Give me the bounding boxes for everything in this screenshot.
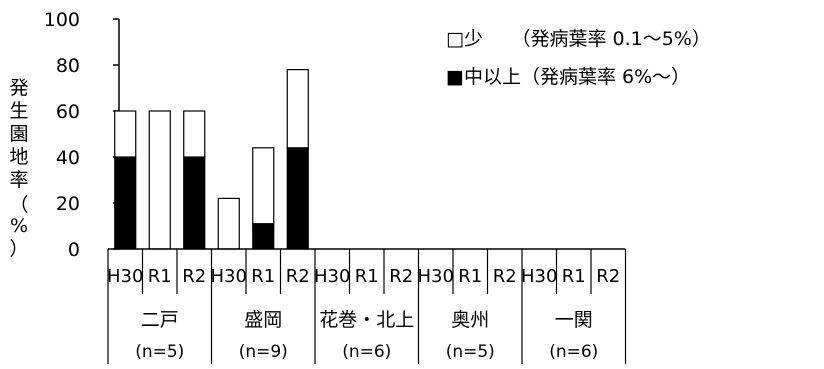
y-axis-label-char: 園 [9, 123, 28, 145]
x-tick-label-year: H30 [314, 266, 350, 287]
x-group-label-region: 花巻・北上 [319, 309, 414, 331]
y-axis-label-char: 地 [9, 146, 28, 168]
bar-segment-medium-or-more [252, 223, 275, 250]
x-group-label-count: (n=6) [549, 342, 598, 362]
bar-segment-small [286, 68, 309, 149]
y-axis-label-char: % [10, 215, 28, 237]
y-axis-label-char: 発 [9, 77, 28, 99]
y-axis: 0 20 40 60 80 100 [44, 9, 120, 261]
bar-segment-medium-or-more [183, 156, 206, 250]
bar-segment-small [217, 197, 240, 250]
x-tick-label-year: H30 [211, 266, 247, 287]
bar-segment-small [114, 110, 137, 158]
x-group-label-region: 一関 [555, 309, 593, 331]
y-axis-label-char: 率 [9, 169, 28, 191]
y-tick-label: 20 [56, 193, 80, 215]
y-tick-label: 40 [56, 147, 80, 169]
x-group-label-count: (n=5) [446, 342, 495, 362]
x-group-label-region: 二戸 [141, 309, 179, 331]
x-tick-label-year: R1 [148, 266, 172, 287]
bars [114, 68, 309, 250]
legend: □少 （発病葉率 0.1～5%） ■中以上（発病葉率 6%～） [446, 28, 711, 88]
y-tick-label: 60 [56, 101, 80, 123]
x-tick-label-year: R1 [458, 266, 482, 287]
y-tick-label: 0 [68, 239, 80, 261]
bar-segment-medium-or-more [286, 147, 309, 250]
x-tick-label-year: H30 [107, 266, 143, 287]
bar-segment-small [148, 110, 171, 250]
x-tick-label-year: R1 [355, 266, 379, 287]
x-tick-label-year: R2 [182, 266, 206, 287]
bar-segment-small [183, 110, 206, 158]
x-group-label-count: (n=6) [342, 342, 391, 362]
y-axis-label-char: ） [9, 238, 28, 260]
y-axis-label-char: （ [9, 194, 28, 216]
x-group-label-region: 奥州 [451, 309, 489, 331]
x-group-label-count: (n=9) [239, 342, 288, 362]
x-tick-label-year: R2 [596, 266, 620, 287]
y-axis-label-char: 生 [9, 100, 28, 122]
x-tick-label-year: R2 [389, 266, 413, 287]
legend-entry-small: □少 （発病葉率 0.1～5%） [446, 28, 711, 50]
y-tick-label: 80 [56, 55, 80, 77]
x-group-label-region: 盛岡 [244, 309, 282, 331]
x-tick-label-year: R1 [562, 266, 586, 287]
x-tick-label-year: R2 [493, 266, 517, 287]
bar-segment-small [252, 147, 275, 225]
x-group-label-count: (n=5) [135, 342, 184, 362]
bar-segment-medium-or-more [114, 156, 137, 250]
legend-entry-medium-or-more: ■中以上（発病葉率 6%～） [446, 66, 690, 88]
x-tick-label-year: R2 [286, 266, 310, 287]
x-tick-label-year: H30 [521, 266, 557, 287]
x-tick-label-year: R1 [251, 266, 275, 287]
y-tick-label: 100 [44, 9, 80, 31]
x-tick-label-year: H30 [418, 266, 454, 287]
